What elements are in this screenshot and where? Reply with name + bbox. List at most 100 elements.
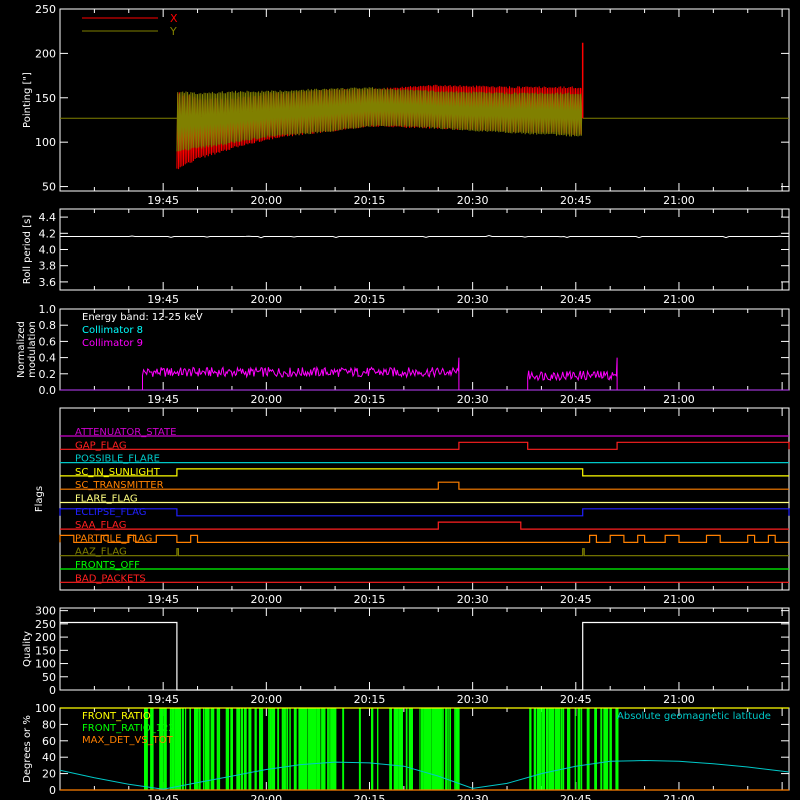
flag-saa-flag: SAA_FLAG xyxy=(60,520,789,531)
y-tick-label: 200 xyxy=(35,631,56,644)
flag-line xyxy=(59,508,790,517)
flag-fronts-off: FRONTS_OFF xyxy=(60,560,789,571)
Y-series-line xyxy=(176,87,583,152)
front-ratio-1225-bar xyxy=(204,708,207,790)
y-axis-label: Roll period [s] xyxy=(22,215,33,284)
front-ratio-1225-bar xyxy=(434,708,438,790)
y-tick-label: 20 xyxy=(42,768,56,781)
front-ratio-1225-bar xyxy=(289,708,291,790)
front-ratio-1225-bar xyxy=(562,708,565,790)
y-tick-label: 0.2 xyxy=(39,368,57,381)
front-ratio-1225-bar xyxy=(269,708,272,790)
flag-label: FRONTS_OFF xyxy=(75,560,140,571)
front-ratio-1225-bar xyxy=(600,708,603,790)
y-tick-label: 3.6 xyxy=(39,276,57,289)
front-ratio-1225-bar xyxy=(189,708,191,790)
front-ratio-1225-bar xyxy=(236,708,239,790)
front-ratio-1225-bar xyxy=(145,708,148,790)
flag-sc-transmitter: SC_TRANSMITTER xyxy=(60,480,789,491)
y-axis-label: Flags xyxy=(34,486,45,512)
front-ratio-1225-bar xyxy=(538,708,542,790)
front-ratio-1225-bar xyxy=(545,708,549,790)
front-ratio-1225-bar xyxy=(318,708,321,790)
flag-attenuator-state: ATTENUATOR_STATE xyxy=(60,427,789,438)
collimator-9-line xyxy=(142,357,460,390)
front-ratio-1225-bar xyxy=(169,708,172,790)
y-tick-label: 250 xyxy=(35,618,56,631)
flag-gap-flag: GAP_FLAG xyxy=(60,440,790,451)
y-tick-label: 4.4 xyxy=(39,211,57,224)
front-ratio-1225-bar xyxy=(243,708,247,790)
flag-bad-packets: BAD_PACKETS xyxy=(60,573,789,584)
y-tick-label: 200 xyxy=(35,47,56,60)
roll-period-line xyxy=(60,234,789,239)
x-tick-label: 20:00 xyxy=(250,693,282,706)
y-axis-label: Degrees or % xyxy=(22,715,33,783)
front-ratio-1225-bar xyxy=(440,708,442,790)
front-ratio-1225-bar xyxy=(358,708,361,790)
geomagnetic-latitude-line xyxy=(59,759,790,790)
front-ratio-1225-bar xyxy=(542,708,545,790)
flag-particle-flag: PARTICLE_FLAG xyxy=(59,533,789,544)
front-ratio-1225-bar xyxy=(371,708,374,790)
front-ratio-1225-bar xyxy=(284,708,286,790)
front-ratio-1225-bar xyxy=(433,708,435,790)
flag-eclipse-flag: ECLIPSE_FLAG xyxy=(59,507,790,518)
front-ratio-1225-bar xyxy=(172,708,175,790)
front-ratio-1225-bar xyxy=(177,708,180,790)
y-tick-label: 0.4 xyxy=(39,352,57,365)
panel-2: 19:45 20:00 20:15 20:30 20:45 21:00 3.6 3.8 4.0 4… xyxy=(22,208,790,306)
flag-label: SC_IN_SUNLIGHT xyxy=(75,467,161,478)
y-tick-label: 0 xyxy=(49,784,56,797)
front-ratio-1225-bar xyxy=(436,708,439,790)
x-axis: 19:45 20:00 20:15 20:30 20:45 21:00 xyxy=(59,608,783,706)
front-ratio-1225-bar xyxy=(449,708,451,790)
front-ratio-1225-bar xyxy=(423,708,428,790)
x-tick-label: 20:30 xyxy=(457,293,489,306)
front-ratio-1225-bar xyxy=(181,708,184,790)
front-ratio-1225-bar xyxy=(144,708,147,790)
flag-line xyxy=(60,441,790,450)
x-tick-label: 20:45 xyxy=(560,293,592,306)
flag-label: AAZ_FLAG xyxy=(75,547,127,558)
front-ratio-1225-bar xyxy=(410,708,413,790)
y-tick-label: 0.6 xyxy=(39,335,57,348)
y-tick-label: 0 xyxy=(49,684,56,697)
x-tick-label: 19:45 xyxy=(147,693,179,706)
y-tick-label: 100 xyxy=(35,658,56,671)
front-ratio-1225-bar xyxy=(556,708,560,790)
panel-5: 19:45 20:00 20:15 20:30 20:45 21:000501001502… xyxy=(22,605,790,706)
x-tick-label: 20:30 xyxy=(457,693,489,706)
front-ratio-1225-bar xyxy=(237,708,241,790)
x-tick-label: 21:00 xyxy=(663,593,695,606)
y-tick-label: 0.0 xyxy=(39,384,57,397)
x-tick-label: 20:45 xyxy=(560,593,592,606)
front-ratio-1225-bar xyxy=(393,708,396,790)
x-tick-label: 20:00 xyxy=(250,194,282,207)
front-ratio-1225-bar xyxy=(428,708,432,790)
legend-label: Y xyxy=(169,25,177,38)
front-ratio-1225-bar xyxy=(225,708,230,790)
legend-label: X xyxy=(170,12,178,25)
y-tick-label: 150 xyxy=(35,92,56,105)
y-tick-label: 50 xyxy=(42,671,56,684)
x-tick-label: 19:45 xyxy=(147,593,179,606)
front-ratio-1225-bar xyxy=(277,708,280,790)
front-ratio-1225-bar xyxy=(212,708,215,790)
x-tick-label: 20:45 xyxy=(560,793,592,800)
front-ratio-1225-bar xyxy=(302,708,306,790)
x-tick-label: 21:00 xyxy=(663,693,695,706)
front-ratio-1225-bar xyxy=(254,708,257,790)
y-axis: 50 100 150 200 250 xyxy=(35,3,789,194)
front-ratio-1225-bar xyxy=(420,708,424,790)
front-ratio-1225-bar xyxy=(174,708,178,790)
x-tick-label: 20:30 xyxy=(457,793,489,800)
front-ratio-1225-bar xyxy=(163,708,167,790)
y-axis-label: Normalized xyxy=(16,321,27,378)
front-ratio-1225-bar xyxy=(616,708,619,790)
flag-line xyxy=(60,521,789,530)
front-ratio-1225-bar xyxy=(551,708,555,790)
front-ratio-1225-bar xyxy=(259,708,262,790)
